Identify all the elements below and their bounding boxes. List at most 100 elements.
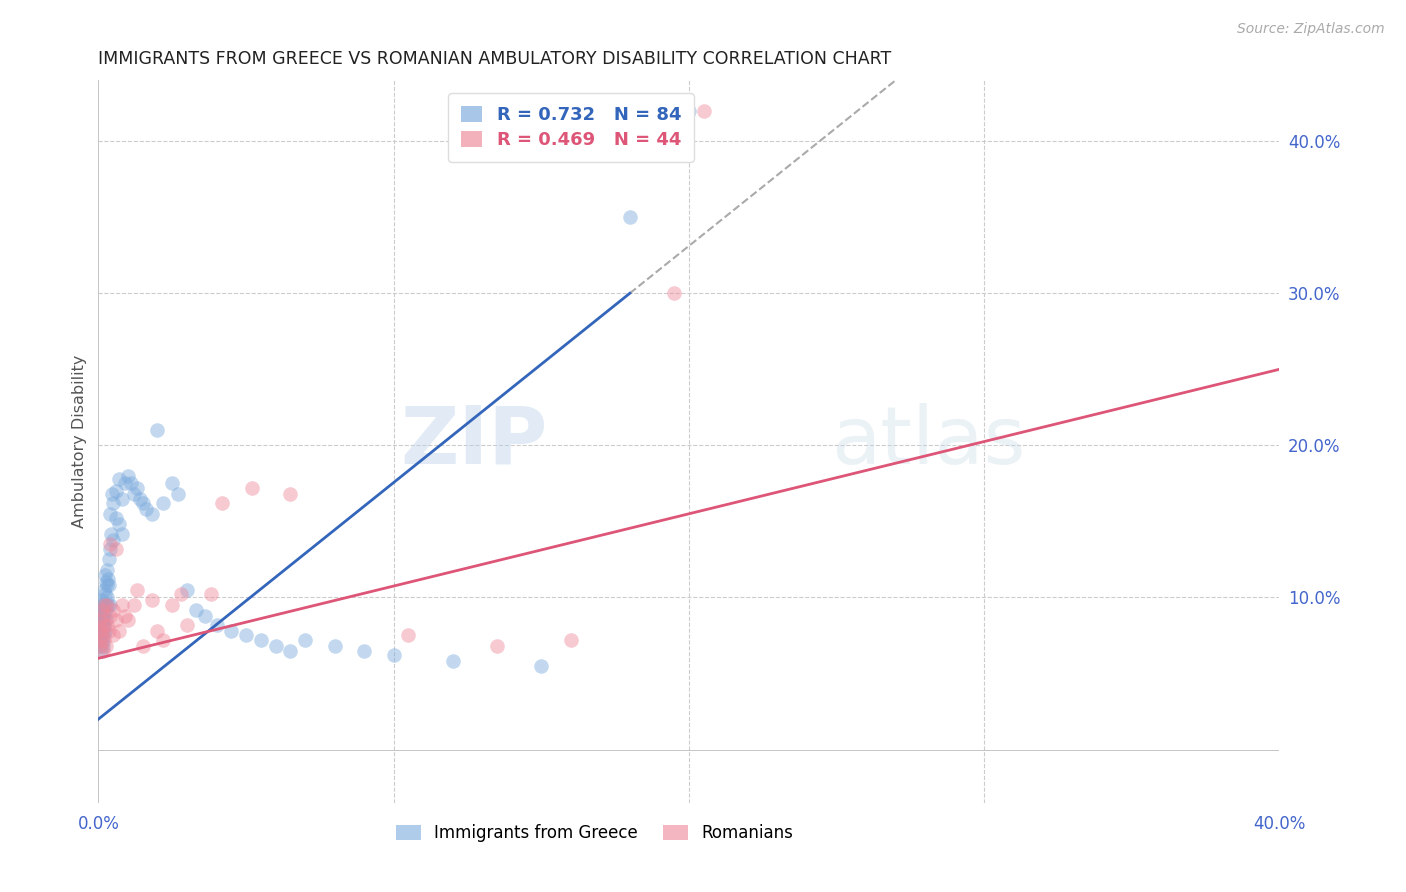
Point xyxy=(89,628,111,642)
Point xyxy=(98,598,121,612)
Point xyxy=(105,613,128,627)
Point xyxy=(93,582,115,597)
Point xyxy=(91,623,114,637)
Point xyxy=(91,628,114,642)
Point xyxy=(176,582,198,597)
Point xyxy=(91,643,114,657)
Point xyxy=(89,633,111,648)
Point xyxy=(264,639,287,653)
Point xyxy=(132,496,155,510)
Point xyxy=(619,210,641,224)
Point xyxy=(125,582,148,597)
Point xyxy=(194,608,217,623)
Point xyxy=(90,643,112,657)
Point xyxy=(108,472,131,486)
Point xyxy=(114,608,136,623)
Point xyxy=(98,608,121,623)
Point xyxy=(146,423,169,437)
Point xyxy=(91,615,114,629)
Point xyxy=(97,598,120,612)
Point xyxy=(103,496,125,510)
Point xyxy=(89,606,111,620)
Point xyxy=(90,613,112,627)
Point xyxy=(152,496,174,510)
Point xyxy=(108,517,131,532)
Point xyxy=(89,613,111,627)
Point xyxy=(560,633,582,648)
Point xyxy=(89,624,111,638)
Point xyxy=(91,602,114,616)
Point xyxy=(93,617,115,632)
Point xyxy=(141,593,163,607)
Point xyxy=(90,598,112,612)
Point xyxy=(221,624,243,638)
Point xyxy=(105,511,128,525)
Point xyxy=(91,632,114,646)
Point xyxy=(96,563,118,577)
Point xyxy=(105,541,128,556)
Point xyxy=(111,598,134,612)
Point xyxy=(170,587,193,601)
Point xyxy=(105,483,128,498)
Point xyxy=(89,639,111,653)
Point xyxy=(91,608,114,623)
Point xyxy=(146,624,169,638)
Point xyxy=(97,578,120,592)
Point xyxy=(90,602,112,616)
Point xyxy=(125,481,148,495)
Point xyxy=(280,487,302,501)
Point xyxy=(93,628,115,642)
Point xyxy=(87,617,110,632)
Point xyxy=(141,507,163,521)
Point xyxy=(117,613,139,627)
Point xyxy=(132,639,155,653)
Point xyxy=(100,526,122,541)
Point xyxy=(89,633,111,648)
Point xyxy=(108,624,131,638)
Point xyxy=(96,591,118,605)
Point xyxy=(530,659,553,673)
Point xyxy=(122,598,145,612)
Legend: Immigrants from Greece, Romanians: Immigrants from Greece, Romanians xyxy=(389,817,800,848)
Point xyxy=(94,639,117,653)
Point xyxy=(398,628,420,642)
Point xyxy=(162,598,183,612)
Point xyxy=(200,587,222,601)
Point xyxy=(114,476,136,491)
Point xyxy=(122,487,145,501)
Point xyxy=(96,598,118,612)
Point xyxy=(93,597,115,611)
Text: Source: ZipAtlas.com: Source: ZipAtlas.com xyxy=(1237,22,1385,37)
Point xyxy=(235,628,257,642)
Point xyxy=(382,648,405,663)
Point xyxy=(90,627,112,641)
Point xyxy=(111,491,134,506)
Point xyxy=(93,587,115,601)
Point xyxy=(93,608,115,623)
Text: atlas: atlas xyxy=(831,402,1025,481)
Point xyxy=(167,487,190,501)
Point xyxy=(323,639,346,653)
Point xyxy=(96,578,118,592)
Point xyxy=(94,602,117,616)
Point xyxy=(103,628,125,642)
Point xyxy=(90,616,112,631)
Point xyxy=(89,624,111,638)
Point xyxy=(280,643,302,657)
Point xyxy=(693,103,716,118)
Point xyxy=(103,602,125,616)
Point xyxy=(111,526,134,541)
Point xyxy=(441,654,464,668)
Point xyxy=(93,598,115,612)
Point xyxy=(91,636,114,650)
Point xyxy=(96,617,118,632)
Point xyxy=(91,599,114,614)
Y-axis label: Ambulatory Disability: Ambulatory Disability xyxy=(72,355,87,528)
Point xyxy=(162,476,183,491)
Point xyxy=(117,468,139,483)
Point xyxy=(94,575,117,590)
Point xyxy=(93,639,115,653)
Point xyxy=(93,633,115,648)
Point xyxy=(100,487,122,501)
Point xyxy=(294,633,316,648)
